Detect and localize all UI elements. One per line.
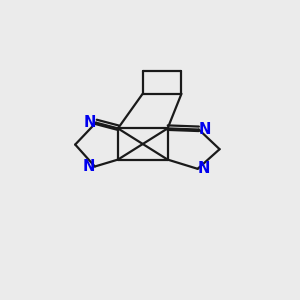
Text: N: N bbox=[82, 159, 95, 174]
Text: N: N bbox=[198, 161, 210, 176]
Text: N: N bbox=[199, 122, 211, 137]
Text: N: N bbox=[84, 115, 96, 130]
